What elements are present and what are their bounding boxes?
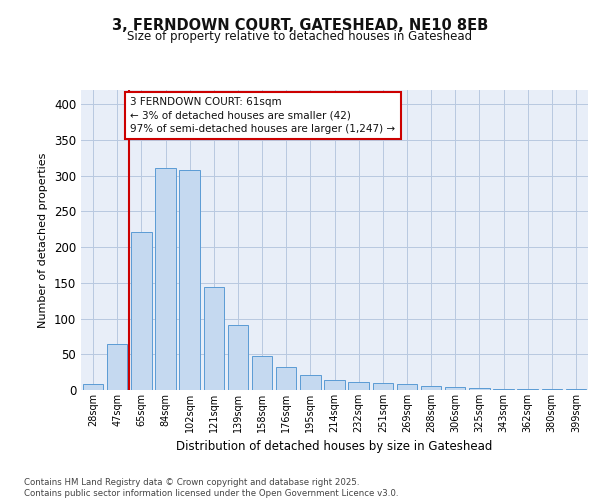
Bar xyxy=(83,384,103,390)
Bar xyxy=(493,388,514,390)
Bar xyxy=(324,380,345,390)
Text: Size of property relative to detached houses in Gateshead: Size of property relative to detached ho… xyxy=(127,30,473,43)
Bar xyxy=(155,168,176,390)
Bar xyxy=(203,287,224,390)
Bar xyxy=(349,382,369,390)
Bar xyxy=(517,388,538,390)
Bar xyxy=(469,388,490,390)
Bar xyxy=(373,383,393,390)
Y-axis label: Number of detached properties: Number of detached properties xyxy=(38,152,49,328)
Bar xyxy=(276,367,296,390)
X-axis label: Distribution of detached houses by size in Gateshead: Distribution of detached houses by size … xyxy=(176,440,493,454)
Bar xyxy=(131,232,152,390)
Bar xyxy=(252,356,272,390)
Bar xyxy=(227,325,248,390)
Bar xyxy=(179,170,200,390)
Bar xyxy=(421,386,442,390)
Text: 3, FERNDOWN COURT, GATESHEAD, NE10 8EB: 3, FERNDOWN COURT, GATESHEAD, NE10 8EB xyxy=(112,18,488,32)
Bar xyxy=(300,375,320,390)
Bar xyxy=(397,384,417,390)
Bar xyxy=(445,387,466,390)
Bar xyxy=(107,344,127,390)
Text: Contains HM Land Registry data © Crown copyright and database right 2025.
Contai: Contains HM Land Registry data © Crown c… xyxy=(24,478,398,498)
Text: 3 FERNDOWN COURT: 61sqm
← 3% of detached houses are smaller (42)
97% of semi-det: 3 FERNDOWN COURT: 61sqm ← 3% of detached… xyxy=(130,97,395,134)
